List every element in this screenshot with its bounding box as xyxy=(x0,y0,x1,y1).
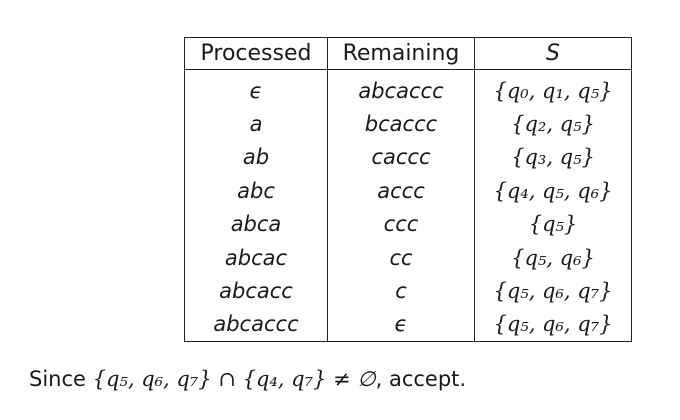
acceptance-statement: Since {q₅, q₆, q₇} ∩ {q₄, q₇} ≠ ∅, accep… xyxy=(29,367,466,391)
remaining-cell: cc xyxy=(327,240,475,275)
processed-cell: ϵ xyxy=(184,69,328,108)
remaining-cell: abcaccc xyxy=(327,69,475,108)
state-set-cell: {q₅, q₆, q₇} xyxy=(493,312,613,337)
state-set-cell: {q₅, q₆, q₇} xyxy=(493,279,613,304)
header-state-set: S xyxy=(474,37,632,70)
remaining-cell: ccc xyxy=(327,207,475,241)
state-set-cell: {q₀, q₁, q₅} xyxy=(493,78,613,103)
remaining-cell: accc xyxy=(327,174,475,208)
table-row: abca ccc {q₅} xyxy=(184,207,632,241)
state-set-cell: {q₄, q₅, q₆} xyxy=(493,178,613,203)
table-row: a bcaccc {q₂, q₅} xyxy=(184,107,632,141)
header-remaining: Remaining xyxy=(327,37,475,70)
processed-cell: abc xyxy=(184,174,328,208)
table-row: ab caccc {q₃, q₅} xyxy=(184,140,632,175)
state-set-cell: {q₃, q₅} xyxy=(511,145,595,170)
remaining-cell: ϵ xyxy=(327,307,475,342)
table-row: abc accc {q₄, q₅, q₆} xyxy=(184,174,632,208)
table-header-row: Processed Remaining S xyxy=(184,37,632,70)
table-row: abcac cc {q₅, q₆} xyxy=(184,240,632,275)
remaining-cell: c xyxy=(327,274,475,308)
intersection-expression: {q₅, q₆, q₇} ∩ {q₄, q₇} ≠ ∅ xyxy=(92,367,376,391)
remaining-cell: bcaccc xyxy=(327,107,475,141)
processed-cell: abcaccc xyxy=(184,307,328,342)
nfa-run-table: Processed Remaining S ϵ abcaccc {q₀, q₁,… xyxy=(184,37,632,343)
processed-cell: ab xyxy=(184,140,328,175)
header-processed: Processed xyxy=(184,37,328,70)
processed-cell: abcac xyxy=(184,240,328,275)
state-set-cell: {q₅} xyxy=(528,212,578,237)
conclusion-prefix: Since xyxy=(29,367,93,391)
conclusion-suffix: , accept. xyxy=(375,367,467,391)
table-row: abcacc c {q₅, q₆, q₇} xyxy=(184,274,632,308)
processed-cell: abcacc xyxy=(184,274,328,308)
processed-cell: a xyxy=(184,107,328,141)
processed-cell: abca xyxy=(184,207,328,241)
table-row: abcaccc ϵ {q₅, q₆, q₇} xyxy=(184,307,632,342)
state-set-cell: {q₅, q₆} xyxy=(511,245,595,270)
table-row: ϵ abcaccc {q₀, q₁, q₅} xyxy=(184,69,632,108)
remaining-cell: caccc xyxy=(327,140,475,175)
state-set-cell: {q₂, q₅} xyxy=(511,112,595,137)
